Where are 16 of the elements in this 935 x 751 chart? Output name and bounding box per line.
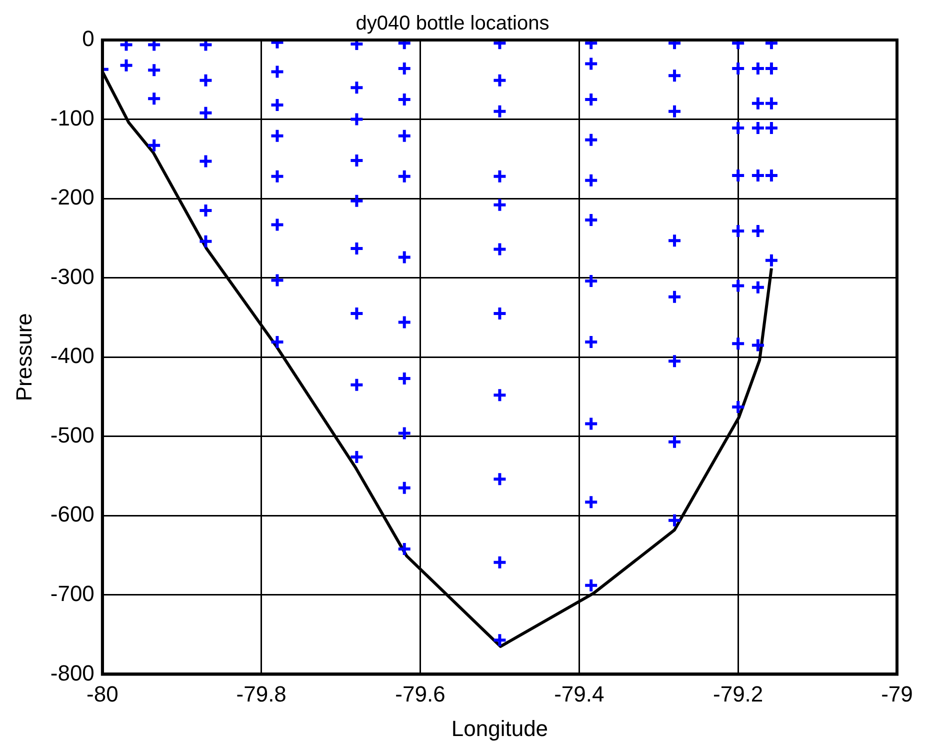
x-tick-label: -79.2 [713, 681, 764, 706]
y-tick-label: -200 [50, 184, 94, 210]
x-tick-label: -79.4 [554, 681, 604, 706]
y-tick-label: -500 [50, 422, 94, 448]
x-tick-label: -79.6 [395, 681, 446, 706]
x-axis-title: Longitude [451, 716, 548, 741]
y-axis-title: Pressure [11, 313, 36, 402]
x-tick-label: -79.8 [236, 681, 286, 706]
y-tick-label: -400 [50, 343, 94, 368]
y-tick-label: -100 [50, 105, 94, 130]
y-tick-label: -300 [50, 264, 94, 289]
y-tick-label: -700 [50, 580, 94, 606]
y-tick-label: 0 [82, 26, 94, 52]
chart-title: dy040 bottle locations [356, 12, 550, 35]
y-tick-label: -600 [50, 502, 94, 527]
x-tick-label: -79 [881, 681, 913, 706]
